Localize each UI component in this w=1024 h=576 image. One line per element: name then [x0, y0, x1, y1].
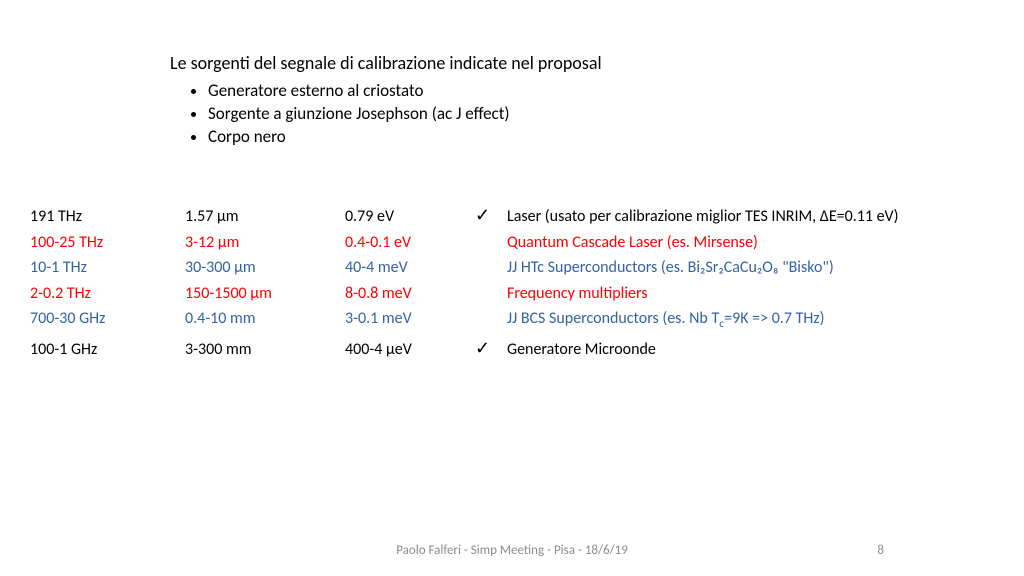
energy-cell: 400-4 μeV	[345, 337, 475, 363]
table-row: 100-1 GHz3-300 mm400-4 μeV✓Generatore Mi…	[30, 334, 994, 363]
desc-cell: JJ HTc Superconductors (es. Bi₂Sr₂CaCu₂O…	[507, 255, 994, 281]
slide-footer: Paolo Falferi - Simp Meeting - Pisa - 18…	[0, 543, 1024, 558]
freq-cell: 100-1 GHz	[30, 337, 185, 363]
page-number: 8	[877, 543, 884, 558]
energy-cell: 3-0.1 meV	[345, 306, 475, 332]
bullet-item: Sorgente a giunzione Josephson (ac J eff…	[208, 103, 994, 126]
wavelength-cell: 30-300 μm	[185, 255, 345, 281]
energy-cell: 8-0.8 meV	[345, 281, 475, 307]
frequency-table: 191 THz1.57 μm0.79 eV✓Laser (usato per c…	[30, 201, 994, 363]
check-icon: ✓	[475, 201, 507, 230]
energy-cell: 40-4 meV	[345, 255, 475, 281]
wavelength-cell: 0.4-10 mm	[185, 306, 345, 332]
table-row: 2-0.2 THz150-1500 μm8-0.8 meV Frequency m…	[30, 281, 994, 307]
slide-title: Le sorgenti del segnale di calibrazione …	[170, 52, 994, 74]
freq-cell: 10-1 THz	[30, 255, 185, 281]
freq-cell: 2-0.2 THz	[30, 281, 185, 307]
bullet-list: Generatore esterno al criostato Sorgente…	[190, 80, 994, 149]
wavelength-cell: 1.57 μm	[185, 204, 345, 230]
table-row: 10-1 THz30-300 μm40-4 meV JJ HTc Supercon…	[30, 255, 994, 281]
wavelength-cell: 3-12 μm	[185, 230, 345, 256]
wavelength-cell: 150-1500 μm	[185, 281, 345, 307]
check-icon: ✓	[475, 334, 507, 363]
energy-cell: 0.4-0.1 eV	[345, 230, 475, 256]
desc-cell: Quantum Cascade Laser (es. Mirsense)	[507, 230, 994, 256]
table-row: 700-30 GHz0.4-10 mm3-0.1 meV JJ BCS Super…	[30, 306, 994, 334]
bullet-item: Generatore esterno al criostato	[208, 80, 994, 103]
desc-cell: JJ BCS Superconductors (es. Nb Tc=9K => …	[507, 306, 994, 334]
freq-cell: 700-30 GHz	[30, 306, 185, 332]
table-row: 191 THz1.57 μm0.79 eV✓Laser (usato per c…	[30, 201, 994, 230]
bullet-item: Corpo nero	[208, 126, 994, 149]
wavelength-cell: 3-300 mm	[185, 337, 345, 363]
table-row: 100-25 THz3-12 μm0.4-0.1 eV Quantum Casca…	[30, 230, 994, 256]
energy-cell: 0.79 eV	[345, 204, 475, 230]
freq-cell: 100-25 THz	[30, 230, 185, 256]
desc-cell: Generatore Microonde	[507, 337, 994, 363]
desc-cell: Laser (usato per calibrazione miglior TE…	[507, 204, 994, 230]
freq-cell: 191 THz	[30, 204, 185, 230]
desc-cell: Frequency multipliers	[507, 281, 994, 307]
